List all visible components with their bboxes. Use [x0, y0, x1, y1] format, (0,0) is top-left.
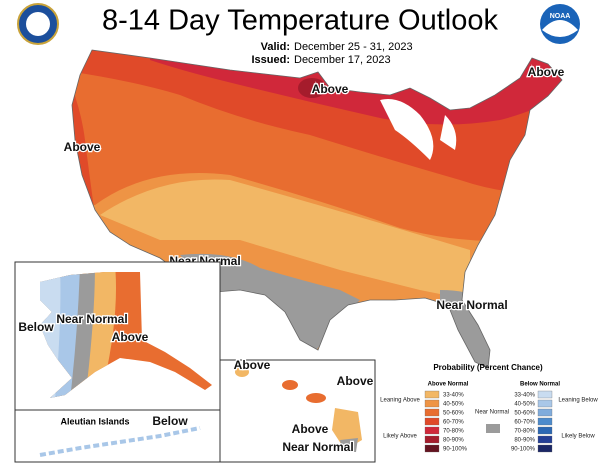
legend-group: Likely Above — [383, 434, 417, 440]
legend-swatch — [424, 408, 440, 417]
region-label: Above — [64, 140, 101, 154]
zone — [298, 78, 326, 98]
noaa-text: NOAA — [550, 13, 571, 20]
legend-swatch — [537, 390, 553, 399]
region-label: Near Normal — [282, 440, 353, 454]
legend-group: Leaning Above — [380, 398, 420, 404]
legend-label: 80-90% — [514, 438, 535, 444]
inset-title: Aleutian Islands — [60, 416, 129, 426]
legend-label: 40-50% — [443, 402, 464, 408]
region-label: Near Normal — [436, 298, 507, 312]
legend-swatch — [486, 424, 500, 433]
noaa-bird — [542, 20, 578, 37]
region-label: Above — [337, 374, 374, 388]
legend-header: Above Normal — [428, 382, 469, 388]
zone — [72, 60, 95, 215]
legend-group: Leaning Below — [558, 398, 598, 404]
region-label: Below — [152, 414, 188, 428]
zone — [100, 179, 470, 300]
legend-label: 80-90% — [443, 438, 464, 444]
valid-label: Valid: — [261, 41, 290, 53]
issued-label: Issued: — [251, 54, 290, 66]
legend-swatch — [424, 390, 440, 399]
title: 8-14 Day Temperature Outlook — [102, 5, 499, 37]
legend: Probability (Percent Chance) Above Norma… — [380, 363, 598, 452]
legend-label: 90-100% — [443, 447, 468, 453]
region-label: Above — [312, 82, 349, 96]
island — [340, 438, 358, 452]
region-label: Near Normal — [56, 312, 127, 326]
island — [235, 367, 249, 377]
legend-swatch — [424, 435, 440, 444]
legend-swatch — [424, 399, 440, 408]
legend-label: 50-60% — [514, 411, 535, 417]
legend-swatch — [537, 417, 553, 426]
legend-label: 70-80% — [443, 429, 464, 435]
legend-label: 40-50% — [514, 402, 535, 408]
legend-swatch — [537, 426, 553, 435]
legend-swatch — [424, 426, 440, 435]
legend-label: 60-70% — [443, 420, 464, 426]
region-label: Below — [18, 320, 54, 334]
legend-title: Probability (Percent Chance) — [433, 363, 543, 372]
legend-swatch — [424, 444, 440, 453]
valid-dates: December 25 - 31, 2023 — [294, 41, 413, 53]
legend-label: 33-40% — [443, 393, 464, 399]
aleutian-chain — [39, 426, 201, 457]
legend-label: 70-80% — [514, 429, 535, 435]
legend-swatch — [537, 444, 553, 453]
legend-swatch — [424, 417, 440, 426]
island — [282, 380, 298, 390]
legend-label: 33-40% — [514, 393, 535, 399]
legend-swatch — [537, 408, 553, 417]
legend-swatch — [537, 399, 553, 408]
great-lakes — [380, 99, 457, 160]
island — [306, 393, 326, 403]
region-label: Above — [112, 330, 149, 344]
legend-swatch — [537, 435, 553, 444]
region-label: Above — [528, 65, 565, 79]
legend-header: Below Normal — [520, 382, 560, 388]
doc-logo-inner — [26, 12, 50, 36]
issued-date: December 17, 2023 — [294, 54, 391, 66]
legend-group: Likely Below — [561, 434, 595, 440]
legend-label: 50-60% — [443, 411, 464, 417]
legend-group: Near Normal — [475, 410, 509, 416]
region-label: Above — [234, 358, 271, 372]
region-label: Above — [292, 422, 329, 436]
legend-label: 60-70% — [514, 420, 535, 426]
legend-label: 90-100% — [511, 447, 536, 453]
